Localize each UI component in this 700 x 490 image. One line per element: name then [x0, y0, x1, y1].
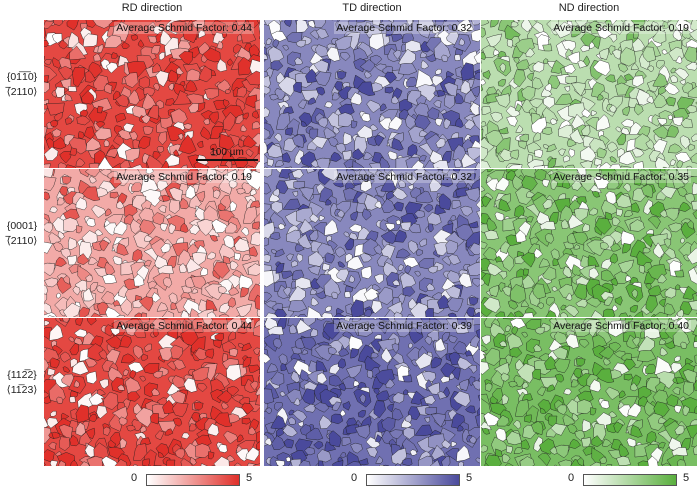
colorbar-min-label: 0: [568, 472, 575, 484]
asf-prefix: Average Schmid Factor:: [553, 320, 666, 332]
colorbar-max-label: 5: [683, 472, 690, 484]
asf-value: 0.44: [231, 320, 252, 332]
colorbar-1: [146, 474, 240, 486]
schmid-factor-map-r1-c3: Average Schmid Factor: 0.19: [481, 20, 697, 168]
row-label-1: {01̅1̅0} ⟨̅2110⟩: [0, 70, 44, 100]
row-label-3: {112̅2} ⟨11̅23⟩: [0, 368, 44, 398]
schmid-factor-map-r3-c1: Average Schmid Factor: 0.44: [44, 318, 260, 466]
asf-prefix: Average Schmid Factor:: [553, 171, 666, 183]
grain-orientation-map: [44, 20, 260, 168]
schmid-factor-map-r1-c1: Average Schmid Factor: 0.44 100 µm: [44, 20, 260, 168]
grain-orientation-map: [264, 318, 480, 466]
asf-prefix: Average Schmid Factor:: [336, 320, 449, 332]
asf-prefix: Average Schmid Factor:: [336, 22, 449, 34]
asf-prefix: Average Schmid Factor:: [116, 320, 229, 332]
average-schmid-factor-label: Average Schmid Factor: 0.32: [334, 22, 474, 34]
asf-value: 0.19: [231, 171, 252, 183]
scale-bar: 100 µm: [196, 147, 258, 161]
schmid-factor-map-r2-c2: Average Schmid Factor: 0.32: [264, 169, 480, 317]
asf-value: 0.19: [668, 22, 689, 34]
colorbar-min-label: 0: [131, 472, 138, 484]
grain-orientation-map: [481, 318, 697, 466]
slip-direction: ⟨̅2110⟩: [6, 235, 38, 247]
asf-prefix: Average Schmid Factor:: [116, 171, 229, 183]
average-schmid-factor-label: Average Schmid Factor: 0.32: [334, 171, 474, 183]
grain-orientation-map: [264, 20, 480, 168]
slip-plane: {112̅2}: [7, 369, 37, 381]
average-schmid-factor-label: Average Schmid Factor: 0.40: [551, 320, 691, 332]
grain-orientation-map: [44, 169, 260, 317]
column-header-3: ND direction: [558, 2, 620, 14]
schmid-factor-map-r1-c2: Average Schmid Factor: 0.32: [264, 20, 480, 168]
schmid-factor-map-r2-c1: Average Schmid Factor: 0.19: [44, 169, 260, 317]
average-schmid-factor-label: Average Schmid Factor: 0.39: [334, 320, 474, 332]
asf-value: 0.40: [668, 320, 689, 332]
grain-orientation-map: [44, 318, 260, 466]
schmid-factor-map-r3-c3: Average Schmid Factor: 0.40: [481, 318, 697, 466]
colorbar-max-label: 5: [246, 472, 253, 484]
asf-value: 0.39: [451, 320, 472, 332]
column-header-2: TD direction: [342, 2, 402, 14]
slip-direction: ⟨11̅23⟩: [6, 384, 38, 396]
grain-orientation-map: [264, 169, 480, 317]
scale-bar-line: [196, 159, 258, 161]
average-schmid-factor-label: Average Schmid Factor: 0.44: [114, 22, 254, 34]
colorbar-max-label: 5: [466, 472, 473, 484]
asf-value: 0.32: [451, 22, 472, 34]
row-label-2: {0001} ⟨̅2110⟩: [0, 219, 44, 249]
grain-orientation-map: [481, 20, 697, 168]
colorbar-3: [583, 474, 677, 486]
grain-orientation-map: [481, 169, 697, 317]
slip-direction: ⟨̅2110⟩: [6, 86, 38, 98]
colorbar-min-label: 0: [351, 472, 358, 484]
scale-bar-label: 100 µm: [210, 147, 244, 158]
colorbar-2: [366, 474, 460, 486]
slip-plane: {01̅1̅0}: [6, 71, 38, 83]
schmid-factor-map-r3-c2: Average Schmid Factor: 0.39: [264, 318, 480, 466]
average-schmid-factor-label: Average Schmid Factor: 0.19: [551, 22, 691, 34]
asf-prefix: Average Schmid Factor:: [336, 171, 449, 183]
asf-value: 0.35: [668, 171, 689, 183]
average-schmid-factor-label: Average Schmid Factor: 0.44: [114, 320, 254, 332]
asf-prefix: Average Schmid Factor:: [116, 22, 229, 34]
average-schmid-factor-label: Average Schmid Factor: 0.19: [114, 171, 254, 183]
schmid-factor-map-r2-c3: Average Schmid Factor: 0.35: [481, 169, 697, 317]
asf-value: 0.32: [451, 171, 472, 183]
average-schmid-factor-label: Average Schmid Factor: 0.35: [551, 171, 691, 183]
asf-prefix: Average Schmid Factor:: [553, 22, 666, 34]
slip-plane: {0001}: [6, 220, 38, 232]
column-header-1: RD direction: [121, 2, 183, 14]
asf-value: 0.44: [231, 22, 252, 34]
